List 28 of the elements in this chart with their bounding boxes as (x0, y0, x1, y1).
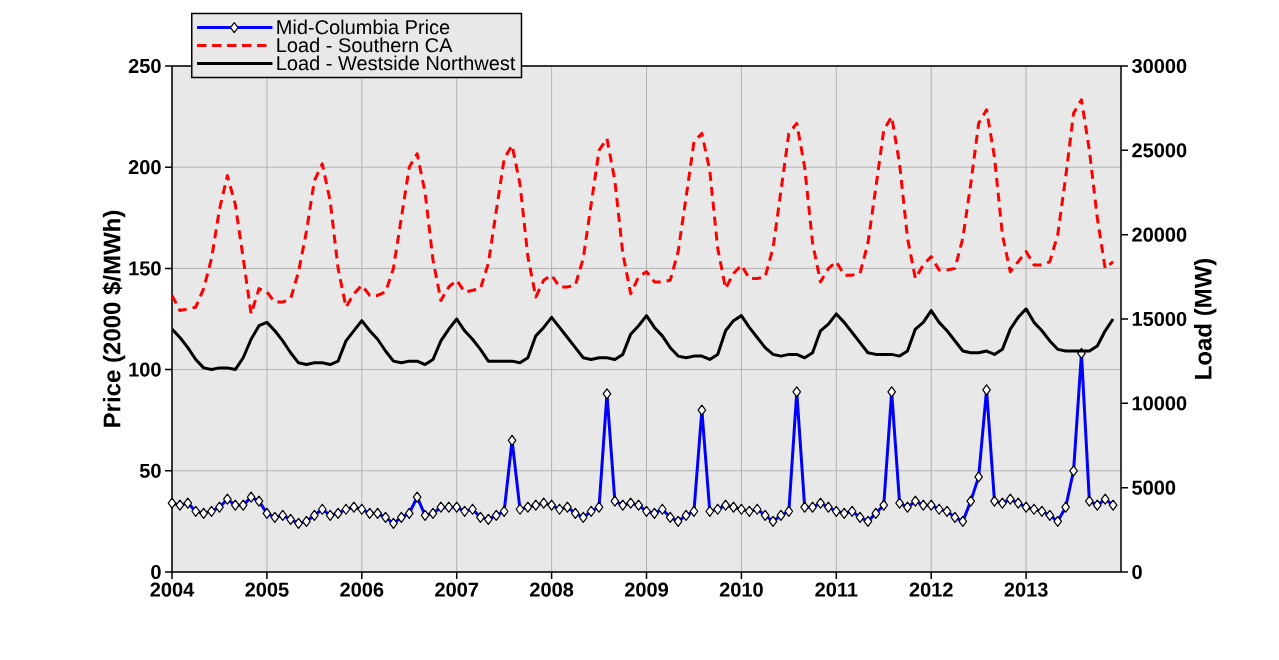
x-tick-label: 2009 (624, 582, 668, 597)
legend-label: Load - Southern CA (277, 37, 453, 53)
x-tick-label: 2012 (909, 582, 953, 597)
x-tick-label: 2005 (245, 582, 289, 597)
y-tick-label: 150 (129, 261, 161, 276)
y-axis-title: Price (2000 $/MWh) (102, 210, 126, 427)
legend-label: Mid-Columbia Price (277, 19, 450, 35)
y2-tick-label: 30000 (1131, 58, 1187, 74)
y-tick-label: 250 (128, 58, 161, 74)
y2-axis-title: Load (MW) (1194, 258, 1217, 379)
y2-tick-label: 25000 (1132, 143, 1187, 158)
y2-tick-label: 15000 (1132, 311, 1187, 327)
x-tick-label: 2007 (435, 582, 479, 597)
legend-label: Load - Westside Northwest (277, 55, 516, 71)
y-tick-label: 50 (139, 463, 161, 478)
y2-tick-label: 5000 (1132, 480, 1176, 495)
x-tick-label: 2013 (1004, 582, 1048, 597)
x-tick-label: 2004 (150, 582, 195, 597)
y-tick-label: 200 (128, 160, 161, 175)
y-tick-label: 100 (129, 362, 161, 377)
x-tick-label: 2008 (530, 582, 574, 597)
y2-tick-label: 20000 (1132, 227, 1187, 242)
x-tick-label: 2010 (719, 582, 763, 597)
y-tick-label: 0 (151, 564, 161, 580)
y2-tick-label: 0 (1132, 564, 1142, 580)
y2-tick-label: 10000 (1132, 396, 1187, 411)
x-tick-label: 2006 (340, 582, 384, 597)
x-tick-label: 2011 (815, 582, 858, 597)
